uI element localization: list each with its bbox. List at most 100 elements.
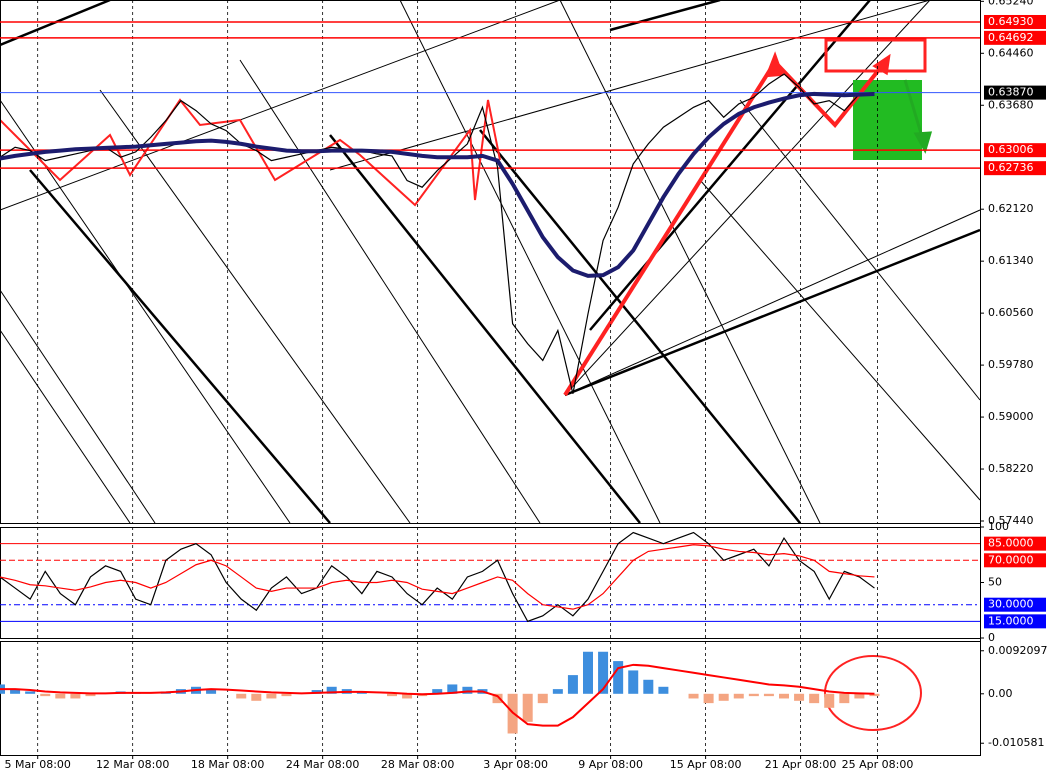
trend-line [329, 0, 931, 171]
level-label: 0.62736 [988, 161, 1034, 174]
histogram-bar [432, 689, 443, 694]
level-label: 0.63006 [988, 143, 1034, 156]
level-label: 0.64692 [988, 31, 1034, 44]
y-tick-label: 0.61340 [988, 254, 1034, 267]
down-arrow [903, 79, 933, 154]
arrow [563, 60, 777, 397]
histogram-bar [537, 693, 548, 704]
level-label: 15.0000 [988, 614, 1034, 627]
series-line [0, 531, 875, 623]
histogram-bar [25, 691, 36, 694]
x-tick-label: 9 Apr 08:00 [578, 758, 643, 771]
level-label-bg [984, 85, 1046, 100]
trend-line [399, 0, 661, 524]
histogram-bar [598, 651, 609, 694]
y-tick-label: 0.59780 [988, 358, 1034, 371]
y-tick-label: 0.58220 [988, 462, 1034, 475]
x-tick-label: 3 Apr 08:00 [483, 758, 548, 771]
level-label: 0.63870 [988, 86, 1034, 99]
trend-line [699, 179, 981, 501]
x-tick-label: 15 Apr 08:00 [670, 758, 742, 771]
histogram-bar [402, 693, 413, 699]
arrow-head [872, 53, 891, 76]
histogram-bar [40, 693, 51, 697]
level-label: 85.0000 [988, 537, 1034, 550]
histogram-bar [236, 693, 247, 699]
trend-line [564, 209, 981, 396]
histogram-bar [824, 693, 835, 708]
histogram-bar [658, 686, 669, 694]
histogram-bar [522, 693, 533, 722]
x-tick-label: 5 Mar 08:00 [4, 758, 70, 771]
arrow [903, 79, 925, 141]
histogram-bar [492, 693, 503, 704]
y-tick-label: 0.0092097 [988, 644, 1048, 657]
channel-line [609, 0, 721, 32]
histogram-bar [643, 679, 654, 694]
y-tick-label: 0.57440 [988, 514, 1034, 527]
series-line [0, 91, 875, 278]
y-tick-label: 0.60560 [988, 306, 1034, 319]
histogram-bar [688, 693, 699, 699]
trend-line [239, 59, 541, 524]
histogram-bar [10, 689, 21, 694]
series-line [0, 73, 875, 394]
x-tick-label: 28 Mar 08:00 [381, 758, 454, 771]
level-label-bg [984, 30, 1046, 45]
histogram-bar [387, 693, 397, 697]
arrow-head [764, 51, 784, 78]
histogram-bar [748, 693, 759, 697]
histogram-bar [809, 693, 820, 704]
y-tick-label: 0.63680 [988, 98, 1034, 111]
trend-line [99, 89, 411, 524]
level-label: 70.0000 [988, 553, 1034, 566]
trend-line [0, 0, 561, 211]
histogram-bar [251, 693, 262, 701]
histogram-bar [552, 689, 563, 694]
level-label-bg [984, 553, 1046, 568]
x-tick-label: 12 Mar 08:00 [96, 758, 169, 771]
y-tick-label: 100 [988, 520, 1009, 533]
channel-line [564, 228, 981, 397]
histogram-bar [794, 693, 805, 701]
y-tick-label: 0.64460 [988, 46, 1034, 59]
histogram-bar [281, 693, 292, 697]
level-label-bg [984, 161, 1046, 176]
histogram-bar [869, 693, 880, 697]
histogram-bar [613, 661, 624, 694]
histogram-bar [779, 693, 789, 699]
channel-line [29, 169, 331, 524]
y-tick-label: 50 [988, 576, 1002, 589]
histogram-bar [70, 693, 81, 699]
trend-line [0, 289, 156, 524]
histogram-bar [567, 675, 578, 694]
histogram-bar [839, 693, 850, 704]
y-tick-label: 0.00 [988, 687, 1013, 700]
histogram-bar [326, 686, 337, 694]
y-tick-label: 0 [988, 631, 995, 644]
series-line [0, 663, 875, 727]
channel-line [329, 134, 641, 524]
histogram-bar [703, 693, 714, 704]
level-label-bg [984, 597, 1046, 612]
arrow-head [913, 131, 933, 154]
x-tick-label: 25 Apr 08:00 [842, 758, 914, 771]
level-label-bg [984, 614, 1046, 629]
x-tick-label: 21 Apr 08:00 [765, 758, 837, 771]
histogram-bar [462, 686, 473, 694]
y-tick-label: 0.62120 [988, 202, 1034, 215]
channel-line [589, 0, 871, 331]
histogram-bar [854, 693, 865, 699]
trend-line [0, 329, 131, 524]
y-tick-label: -0.010581 [988, 736, 1044, 749]
x-tick-label: 18 Mar 08:00 [191, 758, 264, 771]
y-tick-label: 0.59000 [988, 410, 1034, 423]
histogram-bar [266, 693, 277, 699]
level-label-bg [984, 14, 1046, 29]
trend-line [559, 0, 821, 524]
channel-line [479, 129, 801, 524]
histogram-bar [628, 670, 639, 694]
histogram-bar [85, 693, 96, 697]
